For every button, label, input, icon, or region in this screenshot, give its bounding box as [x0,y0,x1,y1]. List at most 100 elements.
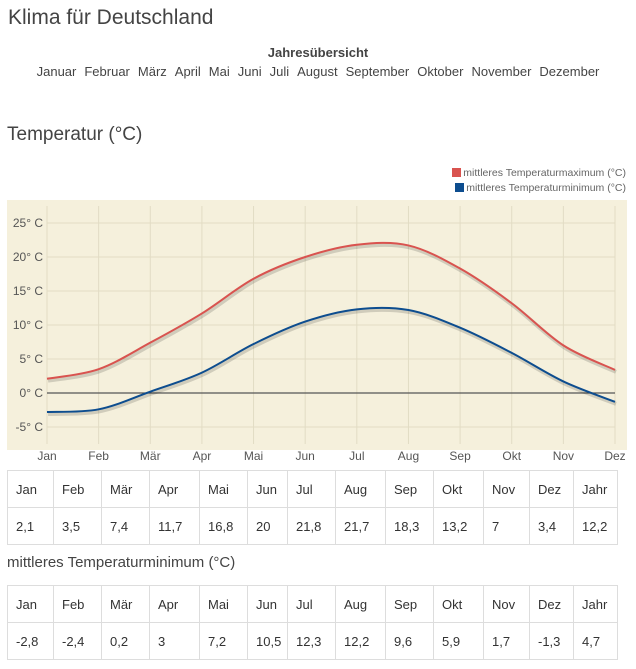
table-header-cell: Okt [433,470,484,508]
table-header-cell: Jun [247,585,288,623]
page-title: Klima für Deutschland [8,6,214,29]
table-header-cell: Jul [287,470,336,508]
table-header-cell: Jan [7,585,54,623]
table-header-cell: Feb [53,470,102,508]
table-value-cell: 5,9 [433,622,484,660]
table-value-cell: 20 [247,507,288,545]
series-line-min [46,306,616,414]
table-value-cell: -1,3 [529,622,574,660]
legend-label-max: mittleres Temperaturmaximum (°C) [463,166,626,179]
table-header-cell: Nov [483,585,530,623]
x-tick-label: Mai [244,449,263,463]
table-value-cell: -2,8 [7,622,54,660]
table-value-cell: 12,2 [573,507,618,545]
x-tick-label: Jul [349,449,364,463]
table-header-cell: Aug [335,585,386,623]
table-value-cell: 12,2 [335,622,386,660]
table-header-cell: Mär [101,470,150,508]
table-header-cell: Mai [199,470,248,508]
month-link-juli[interactable]: Juli [269,64,290,79]
table-value-cell: 7,4 [101,507,150,545]
legend-item-min[interactable]: mittleres Temperaturminimum (°C) [452,180,626,195]
x-tick-label: Feb [88,449,109,463]
table-temp-min: Jan Feb Mär Apr Mai Jun Jul Aug Sep Okt Nov Dez Jahr… [7,585,618,660]
month-link-oktober[interactable]: Oktober [417,64,464,79]
month-link-dezember[interactable]: Dezember [539,64,600,79]
x-tick-label: Mär [140,449,161,463]
table-value-cell: 3 [149,622,200,660]
x-tick-label: Nov [553,449,574,463]
table-value-cell: 11,7 [149,507,200,545]
table-header-cell: Jan [7,470,54,508]
table-value-cell: 7,2 [199,622,248,660]
table-value-cell: 9,6 [385,622,434,660]
month-nav: Januar Februar März April Mai Juni Juli … [0,64,636,79]
month-link-mai[interactable]: Mai [208,64,230,79]
month-link-januar[interactable]: Januar [36,64,77,79]
month-link-februar[interactable]: Februar [84,64,130,79]
y-tick-label: 15° C [13,284,43,298]
y-tick-label: 5° C [20,352,44,366]
table-value-cell: 13,2 [433,507,484,545]
table-header-cell: Okt [433,585,484,623]
table-value-cell: 10,5 [247,622,288,660]
month-link-august[interactable]: August [297,64,338,79]
table-value-cell: 3,4 [529,507,574,545]
y-tick-label: 0° C [20,386,44,400]
y-tick-label: 20° C [13,250,43,264]
x-tick-label: Aug [398,449,419,463]
month-link-september[interactable]: September [345,64,410,79]
table-header-cell: Jun [247,470,288,508]
month-link-juni[interactable]: Juni [237,64,262,79]
legend-swatch-min [455,183,465,192]
temperature-chart: 25° C 20° C 15° C 10° C 5° C 0° C -5° C Jan Feb M… [7,200,627,463]
table-header-cell: Mär [101,585,150,623]
table-row: 2,1 3,5 7,4 11,7 16,8 20 21,8 21,7 18,3 13,2 7 3,4 1… [7,507,618,545]
table-header-cell: Mai [199,585,248,623]
series-line-max [46,241,616,380]
table-value-cell: 3,5 [53,507,102,545]
table-value-cell: 21,7 [335,507,386,545]
table-min-title: mittleres Temperaturminimum (°C) [7,554,236,571]
table-value-cell: 18,3 [385,507,434,545]
x-tick-label: Dez [604,449,625,463]
table-temp-max: Jan Feb Mär Apr Mai Jun Jul Aug Sep Okt Nov Dez Jahr… [7,470,618,545]
overview-label: Jahresübersicht [267,45,369,60]
table-row: -2,8 -2,4 0,2 3 7,2 10,5 12,3 12,2 9,6 5,9 1,7 -1,3… [7,622,618,660]
x-tick-label: Jun [296,449,315,463]
table-header-cell: Feb [53,585,102,623]
table-header-cell: Nov [483,470,530,508]
table-header-row: Jan Feb Mär Apr Mai Jun Jul Aug Sep Okt Nov Dez Jahr [7,585,618,623]
table-header-row: Jan Feb Mär Apr Mai Jun Jul Aug Sep Okt Nov Dez Jahr [7,470,618,508]
month-link-november[interactable]: November [471,64,532,79]
table-value-cell: -2,4 [53,622,102,660]
table-header-cell: Sep [385,470,434,508]
table-value-cell: 1,7 [483,622,530,660]
month-link-maerz[interactable]: März [137,64,167,79]
table-header-cell: Dez [529,585,574,623]
x-tick-label: Apr [193,449,212,463]
x-tick-label: Jan [37,449,56,463]
chart-legend: mittleres Temperaturmaximum (°C) mittler… [452,165,626,195]
table-value-cell: 16,8 [199,507,248,545]
table-value-cell: 4,7 [573,622,618,660]
table-header-cell: Dez [529,470,574,508]
month-link-april[interactable]: April [174,64,201,79]
x-tick-label: Sep [449,449,471,463]
x-tick-label: Okt [502,449,521,463]
table-header-cell: Sep [385,585,434,623]
y-tick-label: 25° C [13,216,43,230]
table-header-cell: Apr [149,470,200,508]
table-value-cell: 12,3 [287,622,336,660]
table-header-cell: Jahr [573,470,618,508]
y-tick-label: 10° C [13,318,43,332]
legend-swatch-max [452,168,462,177]
legend-item-max[interactable]: mittleres Temperaturmaximum (°C) [452,165,626,180]
series-line-min-shadow [47,307,617,417]
table-value-cell: 2,1 [7,507,54,545]
table-value-cell: 21,8 [287,507,336,545]
table-value-cell: 0,2 [101,622,150,660]
table-header-cell: Aug [335,470,386,508]
table-header-cell: Jul [287,585,336,623]
legend-label-min: mittleres Temperaturminimum (°C) [466,181,626,194]
